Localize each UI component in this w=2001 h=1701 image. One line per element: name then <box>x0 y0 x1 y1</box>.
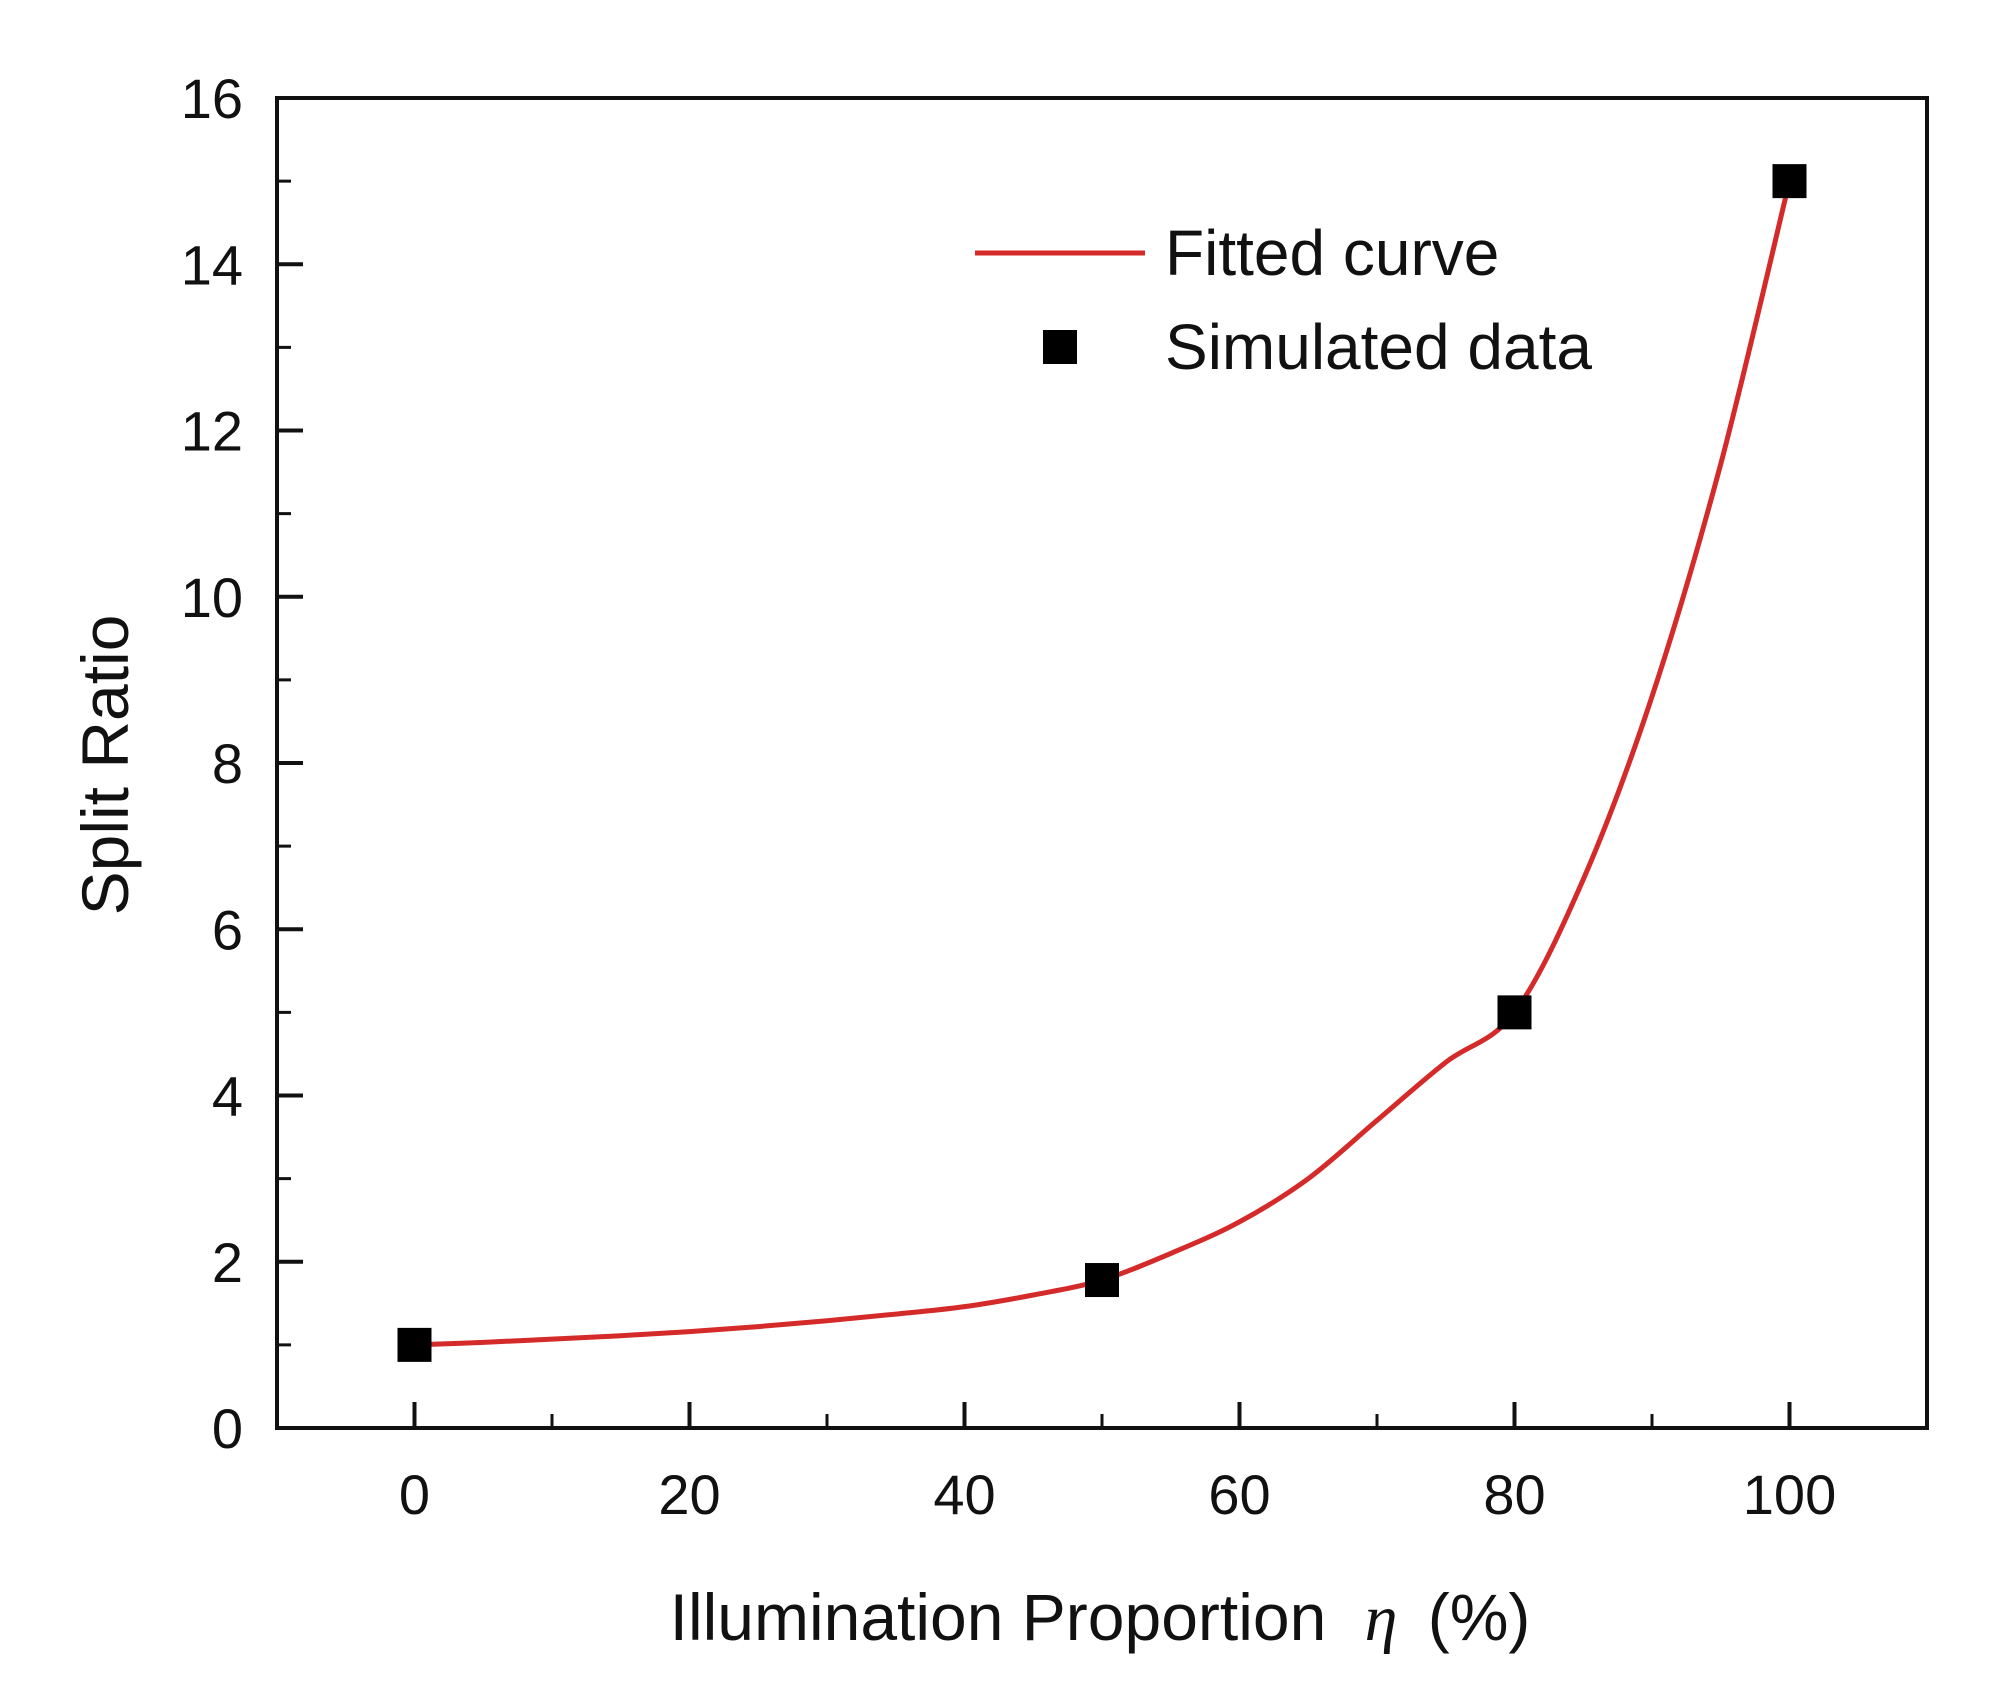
y-tick-label: 8 <box>212 732 243 795</box>
legend: Fitted curve Simulated data <box>975 217 1592 383</box>
legend-square-swatch <box>1043 330 1077 364</box>
data-point <box>397 1327 432 1362</box>
y-axis-title: Split Ratio <box>68 615 142 916</box>
y-tick-label: 14 <box>181 233 243 296</box>
x-tick-label: 60 <box>1208 1463 1270 1526</box>
y-tick-label: 10 <box>181 566 243 629</box>
x-tick-label: 0 <box>399 1463 430 1526</box>
x-axis-title-symbol: η <box>1365 1582 1398 1655</box>
y-tick-label: 16 <box>181 67 243 130</box>
y-axis: 0 2 4 6 8 10 12 14 16 <box>181 67 303 1460</box>
legend-label-simulated-data: Simulated data <box>1165 311 1592 383</box>
series-fitted-curve <box>412 178 1792 1348</box>
x-axis-title: Illumination Proportion η (%) <box>670 1580 1531 1655</box>
data-point <box>1497 995 1532 1030</box>
x-tick-label: 80 <box>1483 1463 1545 1526</box>
legend-label-fitted-curve: Fitted curve <box>1165 217 1499 289</box>
series-layer <box>397 164 1807 1362</box>
x-axis: 0 20 40 60 80 100 <box>399 1402 1836 1526</box>
data-point <box>1085 1263 1119 1298</box>
x-axis-title-unit: (%) <box>1428 1580 1531 1654</box>
x-tick-label: 100 <box>1743 1463 1836 1526</box>
x-tick-label: 20 <box>658 1463 720 1526</box>
data-point <box>1772 164 1807 199</box>
y-tick-label: 12 <box>181 400 243 463</box>
plot-area <box>275 96 1929 1430</box>
plot-frame <box>275 96 1929 1430</box>
x-axis-title-text: Illumination Proportion <box>670 1580 1327 1654</box>
y-tick-label: 4 <box>212 1065 243 1128</box>
x-tick-label: 40 <box>933 1463 995 1526</box>
y-tick-label: 0 <box>212 1397 243 1460</box>
y-tick-label: 2 <box>212 1231 243 1294</box>
y-tick-label: 6 <box>212 898 243 961</box>
